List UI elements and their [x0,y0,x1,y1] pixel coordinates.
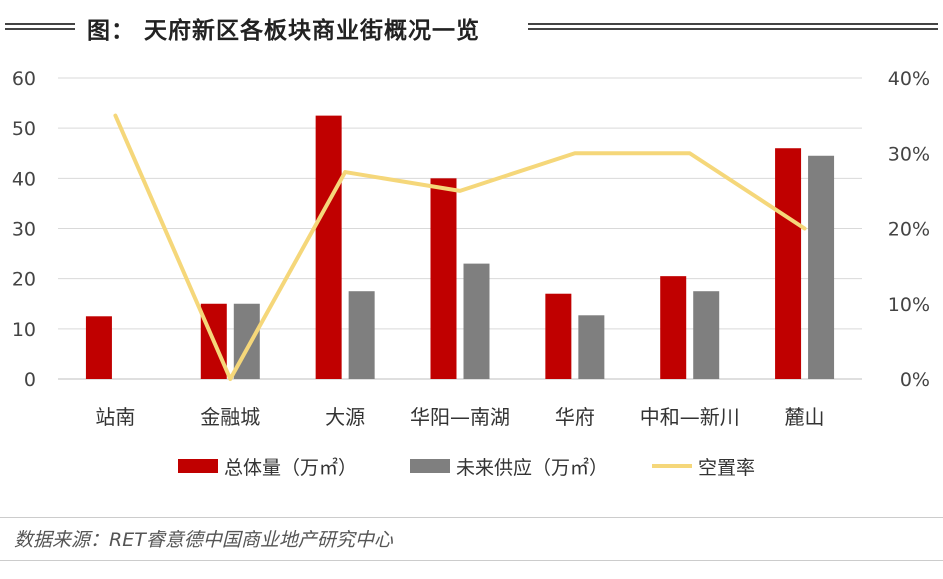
y-right-tick-label: 30% [888,143,930,165]
bar-total [430,178,457,379]
bar-supply [578,315,605,379]
x-category-label: 中和—新川 [640,405,740,429]
legend-item-vacancy: 空置率 [652,452,755,480]
title-rule-right [528,23,938,30]
y-right-tick-label: 40% [888,68,930,90]
chart-title-bar: 图： 天府新区各板块商业街概况一览 [0,6,943,48]
y-right-tick-label: 20% [888,219,930,241]
bar-supply [463,263,490,379]
source-divider [0,517,943,518]
bar-total [85,316,112,379]
y-left-tick-label: 60 [12,68,36,90]
legend-item-total: 总体量（万㎡） [178,452,357,480]
y-right-tick-label: 0% [900,369,930,391]
bar-supply [808,155,835,379]
legend-swatch-vacancy [652,464,692,468]
y-left-tick-label: 20 [12,269,36,291]
bottom-divider [0,560,943,561]
y-left-tick-label: 30 [12,219,36,241]
legend-swatch-total [178,459,218,473]
chart-plot: 0 10 20 30 40 50 60 0% 10% 20% 30% 40% 站南 金融城 大源 华阳—南湖 华… [12,68,930,429]
title-rule-left [5,23,75,30]
bar-supply [348,291,375,379]
legend-item-supply: 未来供应（万㎡） [410,452,608,480]
bar-total [660,276,687,379]
bar-total [545,293,572,379]
y-right-tick-label: 10% [888,294,930,316]
legend-label-supply: 未来供应（万㎡） [456,456,609,479]
x-category-label: 金融城 [200,405,260,429]
x-category-label: 麓山 [785,405,825,429]
x-category-label: 华府 [555,405,595,429]
legend-label-vacancy: 空置率 [698,456,756,479]
x-category-label: 华阳—南湖 [410,405,510,429]
chart-title: 图： 天府新区各板块商业街概况一览 [87,18,481,44]
x-category-label: 站南 [95,405,135,429]
y-left-tick-label: 0 [24,369,36,391]
bar-total [315,115,342,379]
y-left-tick-label: 50 [12,118,36,140]
legend-swatch-supply [410,459,450,473]
source-note: 数据来源：RET睿意德中国商业地产研究中心 [14,529,393,551]
x-category-label: 大源 [325,405,365,429]
legend-label-total: 总体量（万㎡） [224,456,358,479]
chart-legend: 总体量（万㎡） 未来供应（万㎡） 空置率 [0,452,943,480]
bar-total [775,148,802,379]
bar-supply [693,291,720,379]
y-left-tick-label: 40 [12,168,36,190]
y-left-tick-label: 10 [12,319,36,341]
